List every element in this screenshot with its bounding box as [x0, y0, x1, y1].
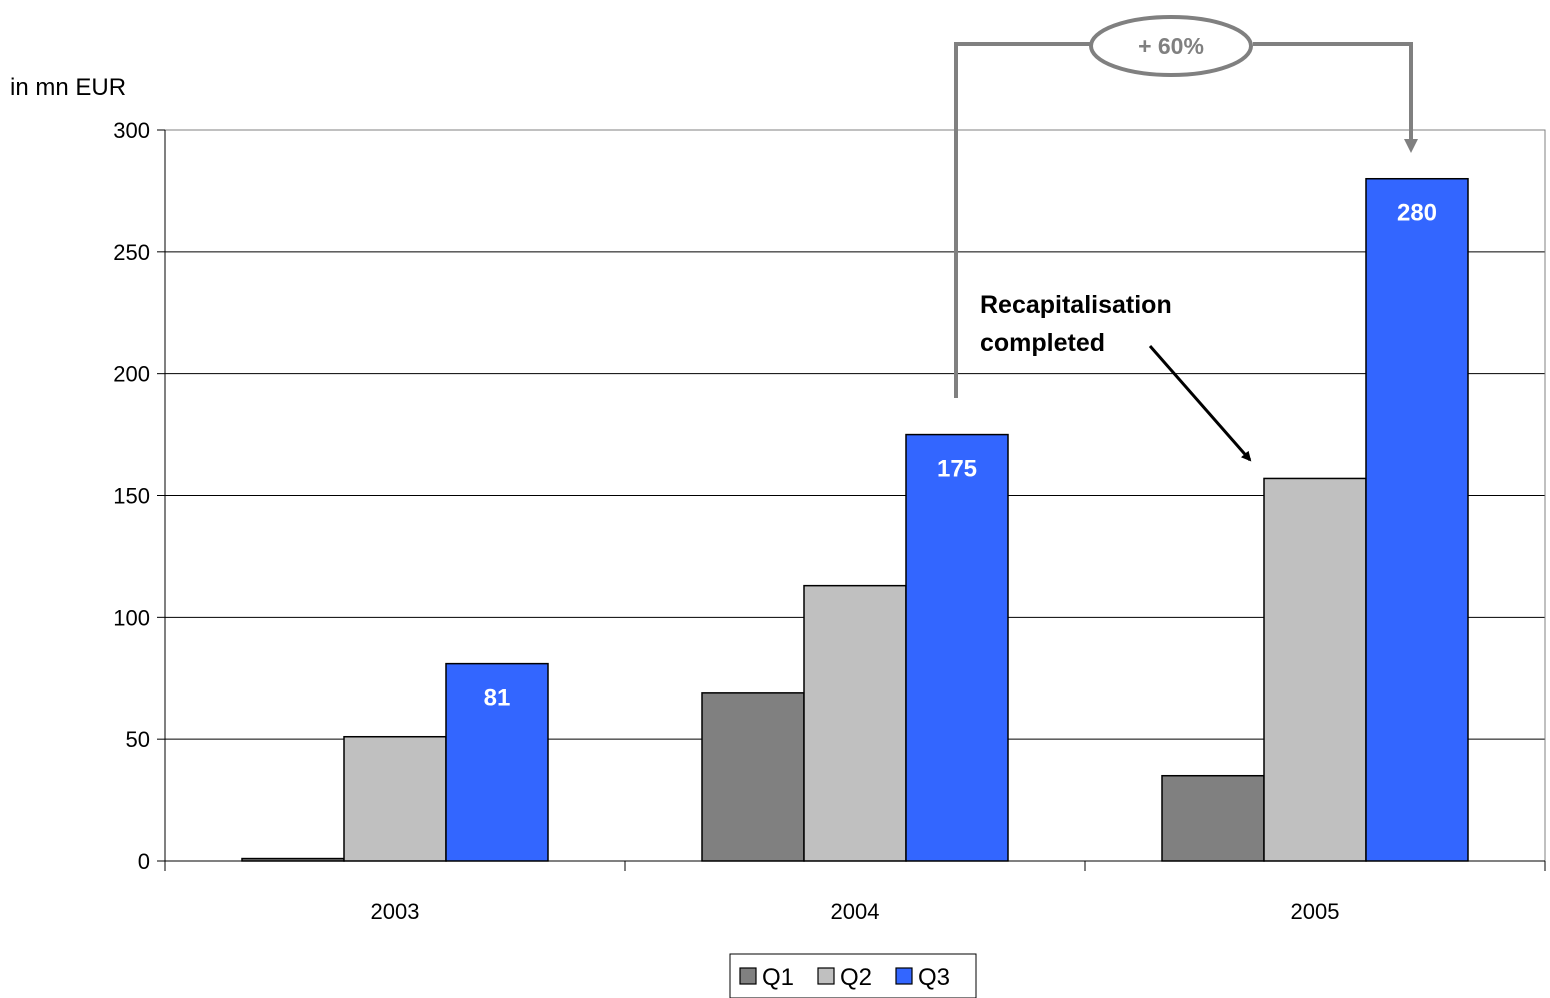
bars: 81 175 280	[241, 177, 1469, 862]
y-tick-label: 100	[113, 605, 150, 630]
x-tick-label: 2004	[831, 899, 880, 924]
y-axis-title: in mn EUR	[10, 74, 126, 101]
recap-annotation-line2: completed	[980, 329, 1105, 357]
bar-q3-2004	[905, 433, 1009, 862]
legend-swatch-q2	[817, 967, 835, 985]
x-tick-label: 2003	[371, 899, 420, 924]
bar-q2-2004	[803, 584, 907, 862]
bar-q3-2003	[445, 662, 549, 862]
data-label-2003: 81	[484, 685, 511, 712]
growth-label: + 60%	[1138, 33, 1204, 59]
data-label-2004: 175	[937, 456, 977, 483]
recap-arrow	[1148, 345, 1252, 462]
y-tick-label: 150	[113, 484, 150, 509]
bar-q3-2005	[1365, 177, 1469, 862]
bar-q2-2003	[343, 735, 447, 862]
legend-box	[729, 953, 977, 998]
legend-swatch-q1	[739, 967, 757, 985]
legend-label-q1: Q1	[762, 964, 794, 991]
legend-label-q3: Q3	[918, 964, 950, 991]
x-tick-label: 2005	[1291, 899, 1340, 924]
legend-label-q2: Q2	[840, 964, 872, 991]
y-tick-label: 300	[113, 118, 150, 143]
data-label-2005: 280	[1397, 200, 1437, 227]
bar-q2-2005	[1263, 477, 1367, 862]
bar-q1-2005	[1161, 774, 1265, 862]
growth-bracket: + 60%	[954, 15, 1418, 398]
y-tick-label: 250	[113, 240, 150, 265]
bar-q1-2004	[701, 692, 805, 862]
legend: Q1 Q2 Q3	[729, 953, 977, 998]
axes: 0 50 100 150 200 250 300 2003 2004 2005	[113, 118, 1546, 924]
recap-annotation-line1: Recapitalisation	[980, 291, 1172, 319]
legend-swatch-q3	[895, 967, 913, 985]
y-tick-label: 50	[126, 727, 150, 752]
growth-ellipse	[1089, 15, 1253, 77]
y-tick-label: 0	[138, 849, 150, 874]
y-tick-label: 200	[113, 362, 150, 387]
